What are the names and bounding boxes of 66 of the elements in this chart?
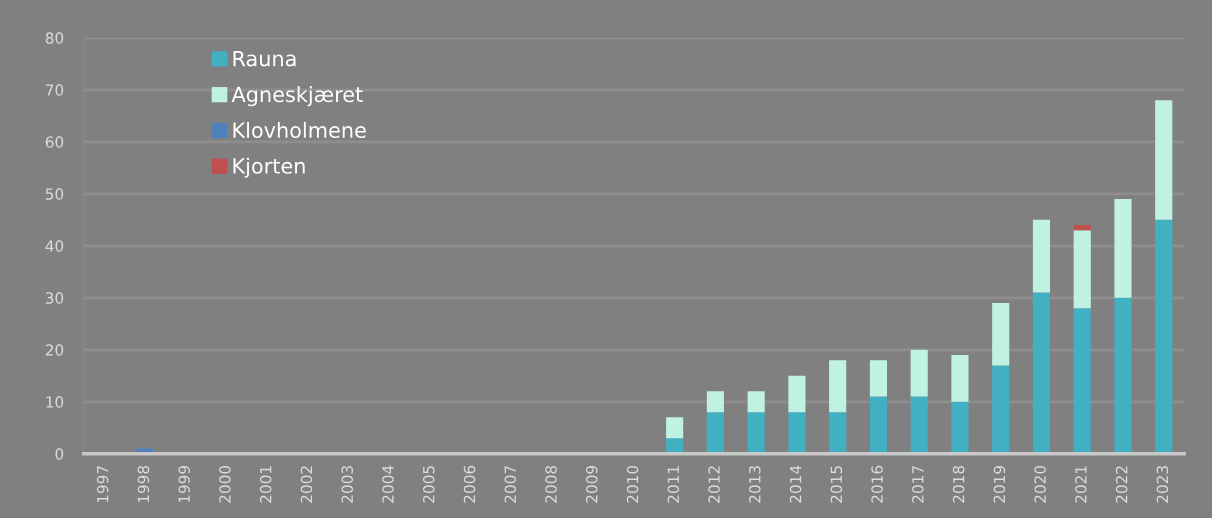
x-tick-label: 2007 <box>504 466 517 503</box>
bar <box>1032 219 1051 293</box>
x-tick-label: 2011 <box>667 466 680 503</box>
x-tick-label: 2018 <box>952 465 965 503</box>
bar <box>706 412 724 454</box>
bar <box>910 396 928 454</box>
legend-label: Kjorten <box>233 157 305 178</box>
bar <box>1155 100 1173 220</box>
bar <box>1114 297 1132 454</box>
bar <box>1155 219 1173 454</box>
bar <box>666 417 684 439</box>
bar <box>829 412 847 454</box>
x-tick-label: 2002 <box>300 466 313 503</box>
bar <box>869 396 887 454</box>
bar <box>1073 224 1091 231</box>
x-tick-label: 2008 <box>545 465 557 503</box>
bar <box>910 349 928 397</box>
bar <box>747 412 765 454</box>
bar <box>869 360 887 397</box>
x-tick-label: 2014 <box>789 465 802 503</box>
bar <box>992 365 1010 454</box>
x-tick-label: 2023 <box>1156 466 1169 503</box>
bar <box>788 375 806 413</box>
y-tick-label: 60 <box>45 136 64 148</box>
y-tick-label: 70 <box>46 84 64 96</box>
x-tick-label: 2019 <box>993 465 1006 503</box>
x-tick-label: 2013 <box>749 466 761 503</box>
bar <box>1032 292 1051 454</box>
x-tick-label: 2017 <box>912 466 924 503</box>
bar <box>1073 230 1091 309</box>
y-tick-label: 0 <box>55 448 64 460</box>
y-tick-label: 30 <box>45 292 64 304</box>
x-tick-label: 2012 <box>708 466 720 503</box>
bar <box>788 412 806 454</box>
bar <box>1114 199 1132 298</box>
x-tick-label: 1997 <box>96 466 109 503</box>
x-tick-label: 2016 <box>871 465 883 503</box>
bar <box>951 401 969 454</box>
x-tick-label: 2020 <box>1034 465 1046 503</box>
x-tick-label: 2022 <box>1115 466 1128 503</box>
legend-label: Klovholmene <box>233 121 366 139</box>
bar <box>829 360 847 413</box>
bar <box>747 391 765 413</box>
x-tick-label: 2006 <box>463 465 476 503</box>
x-tick-label: 2009 <box>585 465 598 503</box>
x-tick-label: 1999 <box>178 465 190 503</box>
x-tick-label: 2003 <box>341 466 353 503</box>
bar <box>1073 308 1091 454</box>
y-tick-label: 20 <box>45 344 64 356</box>
legend-label: Agneskjæret <box>231 86 363 107</box>
bar <box>951 354 969 402</box>
x-tick-label: 2000 <box>219 465 231 503</box>
x-tick-label: 2021 <box>1075 466 1087 503</box>
x-tick-label: 2001 <box>259 466 272 503</box>
y-tick-label: 40 <box>45 240 64 252</box>
x-tick-label: 2004 <box>382 465 394 503</box>
x-tick-label: 2005 <box>422 466 435 503</box>
bar <box>992 302 1010 366</box>
y-tick-label: 50 <box>45 188 64 200</box>
x-tick-label: 2010 <box>626 465 639 503</box>
y-tick-label: 10 <box>46 396 64 408</box>
y-tick-label: 80 <box>45 32 64 44</box>
x-tick-label: 1998 <box>137 465 150 503</box>
bar <box>706 391 724 413</box>
x-tick-label: 2015 <box>830 466 843 503</box>
legend-label: Rauna <box>233 50 296 67</box>
